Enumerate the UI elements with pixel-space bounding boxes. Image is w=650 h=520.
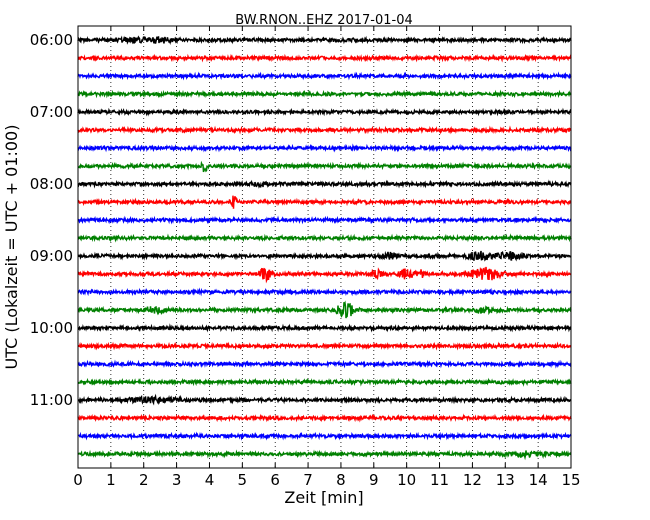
trace-1030 bbox=[77, 359, 572, 369]
trace-0815 bbox=[77, 195, 572, 209]
y-tick-label: 10:00 bbox=[30, 319, 73, 337]
trace-1000 bbox=[77, 323, 572, 333]
y-tick-label: 11:00 bbox=[30, 391, 73, 409]
x-tick-label: 1 bbox=[106, 471, 116, 489]
trace-0915 bbox=[77, 266, 572, 284]
trace-1045 bbox=[77, 377, 572, 387]
grid-lines bbox=[110, 26, 539, 468]
x-tick-label: 0 bbox=[73, 471, 83, 489]
trace-0700 bbox=[77, 107, 572, 117]
chart-title: BW.RNON..EHZ 2017-01-04 bbox=[235, 13, 413, 28]
plot-frame bbox=[77, 25, 572, 469]
y-axis-ticks: 06:00 07:00 08:00 09:00 10:00 11:00 bbox=[30, 31, 571, 409]
x-tick-label: 10 bbox=[397, 471, 416, 489]
y-tick-label: 07:00 bbox=[30, 103, 73, 121]
trace-1130 bbox=[77, 431, 572, 441]
y-tick-label: 08:00 bbox=[30, 175, 73, 193]
y-axis-label: UTC (Lokalzeit = UTC + 01:00) bbox=[2, 125, 21, 370]
x-tick-label: 4 bbox=[205, 471, 215, 489]
x-tick-label: 2 bbox=[139, 471, 149, 489]
x-tick-label: 14 bbox=[529, 471, 548, 489]
seismic-traces bbox=[77, 35, 572, 461]
x-axis-label: Zeit [min] bbox=[284, 488, 363, 507]
trace-0630 bbox=[77, 71, 572, 81]
trace-0645 bbox=[77, 89, 572, 99]
trace-0800 bbox=[77, 179, 572, 189]
trace-0615 bbox=[77, 53, 572, 63]
x-tick-label: 5 bbox=[238, 471, 248, 489]
x-tick-label: 6 bbox=[270, 471, 280, 489]
trace-1015 bbox=[77, 341, 572, 351]
trace-1100 bbox=[77, 393, 572, 406]
x-tick-label: 3 bbox=[172, 471, 182, 489]
y-tick-label: 06:00 bbox=[30, 31, 73, 49]
x-tick-label: 8 bbox=[336, 471, 346, 489]
trace-0730 bbox=[77, 143, 572, 153]
trace-1115 bbox=[77, 413, 572, 423]
trace-0600 bbox=[77, 35, 572, 46]
trace-0715 bbox=[77, 125, 572, 135]
x-tick-label: 13 bbox=[496, 471, 515, 489]
x-tick-label: 15 bbox=[561, 471, 580, 489]
trace-0845 bbox=[77, 233, 572, 243]
x-tick-label: 7 bbox=[303, 471, 313, 489]
x-axis-ticks: 0 1 2 3 4 5 6 7 8 9 10 11 12 13 14 15 bbox=[73, 26, 581, 489]
trace-0900 bbox=[77, 250, 572, 262]
trace-1145 bbox=[77, 449, 572, 461]
y-tick-label: 09:00 bbox=[30, 247, 73, 265]
trace-0930 bbox=[77, 287, 572, 297]
trace-0745 bbox=[77, 160, 572, 173]
x-tick-label: 11 bbox=[430, 471, 449, 489]
trace-0945 bbox=[77, 300, 572, 319]
x-tick-label: 12 bbox=[463, 471, 482, 489]
x-tick-label: 9 bbox=[369, 471, 379, 489]
trace-0830 bbox=[77, 215, 572, 225]
